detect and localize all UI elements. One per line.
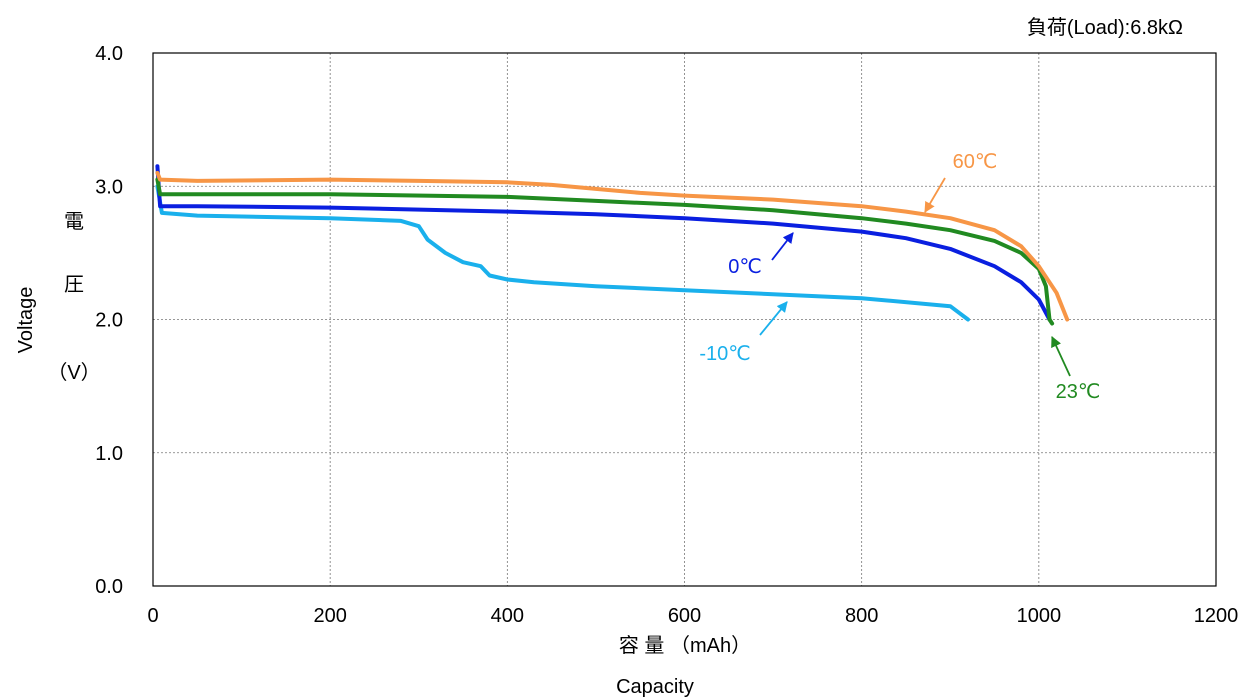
annotation-arrow bbox=[924, 177, 946, 213]
annotation-label: 60℃ bbox=[953, 151, 998, 173]
y-axis-label-unit: （V） bbox=[47, 361, 100, 384]
x-tick-label: 1200 bbox=[1194, 605, 1239, 627]
load-note: 負荷(Load):6.8kΩ bbox=[1027, 16, 1183, 39]
x-tick-label: 200 bbox=[313, 605, 346, 627]
y-tick-label: 0.0 bbox=[95, 576, 123, 598]
series-line-1 bbox=[155, 177, 1055, 326]
x-tick-label: 0 bbox=[147, 605, 158, 627]
plot-area-frame bbox=[152, 52, 1217, 587]
series-line-2 bbox=[155, 164, 1052, 322]
series-annotations: 60℃ 23℃ 0℃ -10℃ bbox=[699, 151, 1100, 403]
x-tick-label: 800 bbox=[845, 605, 878, 627]
annotation-arrow bbox=[771, 232, 794, 261]
y-tick-label: 3.0 bbox=[95, 176, 123, 198]
x-tick-labels: 0 200 400 600 800 1000 1200 bbox=[147, 605, 1238, 627]
x-tick-label: 400 bbox=[491, 605, 524, 627]
series-line-3 bbox=[155, 184, 970, 322]
y-tick-label: 2.0 bbox=[95, 310, 123, 332]
annotation-label: 23℃ bbox=[1056, 381, 1101, 403]
y-tick-labels: 0.0 1.0 2.0 3.0 4.0 bbox=[95, 43, 123, 598]
x-tick-label: 1000 bbox=[1017, 605, 1062, 627]
annotation-label: 0℃ bbox=[728, 256, 762, 278]
series-line-0 bbox=[155, 170, 1070, 322]
annotation-label: -10℃ bbox=[699, 343, 750, 365]
series-lines bbox=[155, 164, 1070, 326]
x-tick-label: 600 bbox=[668, 605, 701, 627]
y-tick-label: 4.0 bbox=[95, 43, 123, 65]
y-axis-label-jp-1: 電 bbox=[64, 211, 84, 233]
y-axis-label-en: Voltage bbox=[15, 287, 37, 354]
y-axis-label-jp-2: 圧 bbox=[64, 274, 84, 296]
grid-lines bbox=[153, 53, 1216, 586]
annotation-arrow bbox=[759, 301, 788, 336]
annotation-arrow bbox=[1051, 336, 1071, 377]
x-axis-label-jp: 容 量 （mAh） bbox=[619, 634, 751, 657]
y-tick-label: 1.0 bbox=[95, 443, 123, 465]
x-axis-label-en: Capacity bbox=[616, 676, 694, 698]
